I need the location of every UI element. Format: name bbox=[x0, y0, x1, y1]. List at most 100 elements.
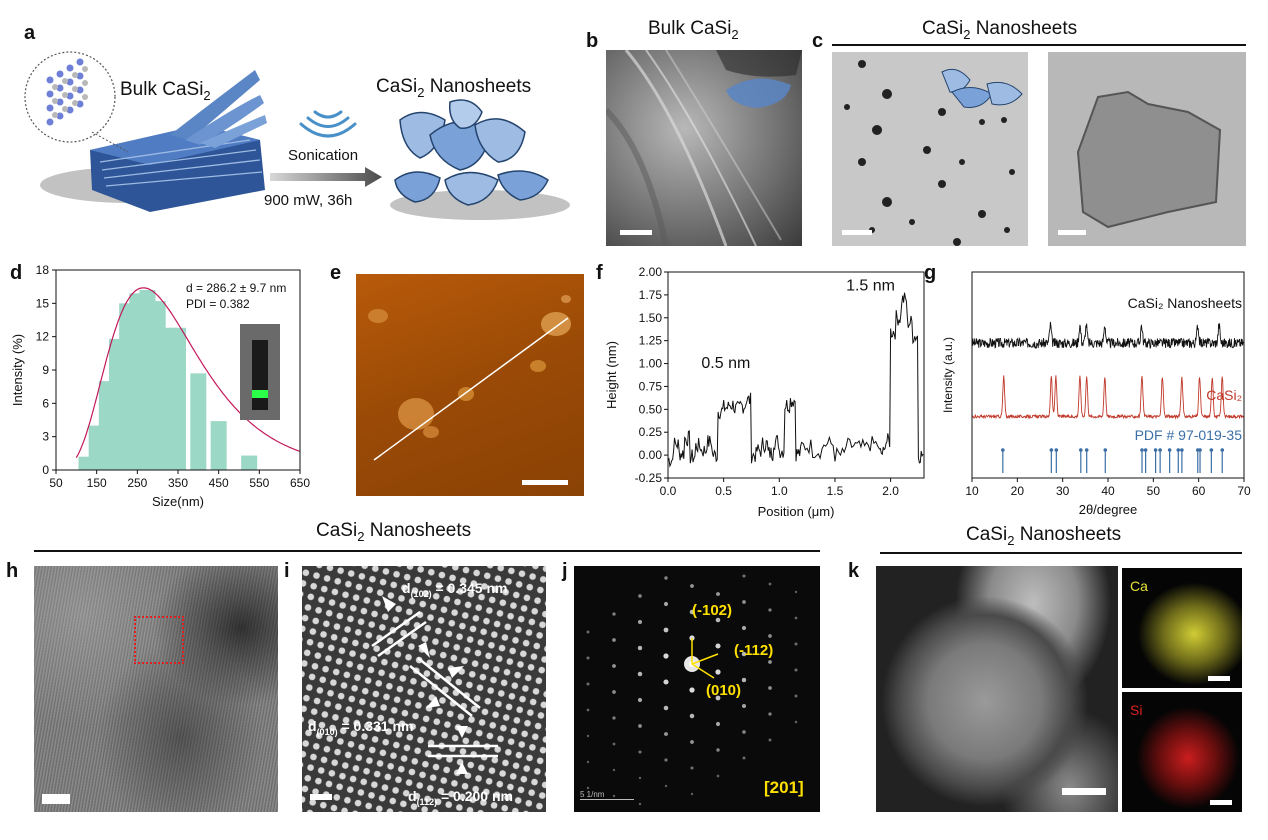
cuvette-inset-icon bbox=[240, 324, 280, 420]
nanosheets-label: CaSi2 Nanosheets bbox=[376, 76, 531, 100]
annotation-1-5nm: 1.5 nm bbox=[846, 277, 895, 294]
sem-image-bulk bbox=[606, 50, 802, 246]
ytick-3: 3 bbox=[42, 430, 49, 444]
diffraction-spot-67 bbox=[794, 642, 798, 646]
diffraction-spot-31 bbox=[664, 758, 668, 762]
hij-title: CaSi2 Nanosheets bbox=[316, 520, 472, 544]
diffraction-spot-17 bbox=[637, 645, 643, 651]
eds-map-si: Si bbox=[1122, 692, 1242, 812]
d102-label: d(102) = 0.345 nm bbox=[402, 580, 508, 599]
annotation-pdi: PDI = 0.382 bbox=[186, 297, 250, 311]
bar-450 bbox=[210, 421, 227, 470]
diffraction-spot-51 bbox=[742, 600, 746, 604]
bulk-casi2-stack-icon bbox=[90, 70, 267, 212]
pdf-stick-head-2 bbox=[1054, 448, 1059, 452]
xtick-0.0: 0.0 bbox=[660, 484, 677, 498]
panel-a-schematic: Bulk CaSi2 Sonication 900 mW, 36h CaSi2 … bbox=[24, 51, 570, 220]
ytick-9: 9 bbox=[42, 363, 49, 377]
sonication-icon bbox=[299, 110, 357, 138]
scale-bar-ca bbox=[1208, 676, 1230, 681]
crystal-lattice-icon bbox=[46, 58, 88, 126]
diffraction-spot-52 bbox=[741, 625, 747, 631]
xtick-450: 450 bbox=[209, 476, 229, 490]
xtick-2.0: 2.0 bbox=[882, 484, 899, 498]
diffraction-spot-23 bbox=[638, 802, 642, 806]
diffraction-spot-44 bbox=[715, 643, 721, 649]
haadf-image bbox=[876, 566, 1118, 812]
ytick-0.75: 0.75 bbox=[639, 379, 663, 393]
diffraction-spot-63 bbox=[768, 712, 772, 716]
diffraction-spot-4 bbox=[586, 734, 590, 738]
legend-casi2: CaSi₂ bbox=[1206, 387, 1242, 403]
xlabel: Position (μm) bbox=[758, 504, 835, 519]
diffraction-spot-37 bbox=[689, 687, 695, 693]
scale-bar-h bbox=[42, 794, 70, 804]
tem-image-single-sheet bbox=[1048, 52, 1246, 246]
xtick-10: 10 bbox=[965, 484, 979, 498]
process-arrow-icon bbox=[270, 167, 382, 187]
zone-axis-label: [201] bbox=[764, 778, 804, 797]
trace-casi2 bbox=[971, 375, 1244, 420]
pdf-stick-head-14 bbox=[1198, 448, 1202, 452]
panel-label-c: c bbox=[812, 30, 824, 52]
xtick-650: 650 bbox=[290, 476, 310, 490]
diffraction-spot-26 bbox=[663, 627, 669, 633]
diffraction-spot-30 bbox=[664, 732, 668, 736]
eds-si-label: Si bbox=[1130, 702, 1143, 718]
diffraction-spot-46 bbox=[715, 695, 721, 701]
xtick-30: 30 bbox=[1056, 484, 1070, 498]
diffraction-spot-39 bbox=[690, 740, 694, 744]
diffraction-spot-12 bbox=[612, 742, 616, 746]
ytick-0: 0 bbox=[42, 463, 49, 477]
diffraction-spot-53 bbox=[741, 651, 747, 657]
panel-b-title: Bulk CaSi2 bbox=[648, 18, 739, 42]
pdf-stick-head-11 bbox=[1176, 448, 1181, 452]
diffraction-spot-38 bbox=[689, 713, 695, 719]
diffraction-spot-42 bbox=[716, 592, 720, 596]
ytick-2.00: 2.00 bbox=[639, 265, 663, 279]
chart-f-height-profile: 0.0 0.5 1.0 1.5 2.0 -0.25 0.00 0.25 0.50 0.75 1.00… bbox=[604, 265, 925, 519]
panel-label-h: h bbox=[6, 560, 19, 582]
pdf-stick-head-4 bbox=[1084, 448, 1089, 452]
ylabel: Intensity (%) bbox=[10, 334, 25, 406]
pdf-stick-head-0 bbox=[1001, 448, 1005, 452]
plot-frame bbox=[667, 271, 925, 479]
nanosheets-overlay-icon bbox=[941, 68, 1023, 108]
diffraction-spot-65 bbox=[794, 590, 798, 594]
d112-label: d(112) = 0.200 nm bbox=[408, 788, 513, 807]
annotation-0-5nm: 0.5 nm bbox=[701, 355, 750, 372]
xtick-40: 40 bbox=[1101, 484, 1115, 498]
ytick-0.25: 0.25 bbox=[639, 425, 663, 439]
process-label: Sonication bbox=[288, 147, 358, 164]
diffraction-spot-25 bbox=[663, 601, 669, 607]
scale-bar-e bbox=[522, 480, 568, 485]
chart-d-size-distribution: 50 150 250 350 450 550 650 0 3 6 9 12 15 18 Size(nm) In… bbox=[10, 263, 310, 509]
diffraction-spot-50 bbox=[742, 574, 746, 578]
diffraction-spot-58 bbox=[768, 582, 772, 586]
spot-label-010: (010) bbox=[706, 682, 742, 699]
diffraction-spot-68 bbox=[794, 668, 798, 672]
pdf-stick-head-7 bbox=[1143, 448, 1148, 452]
ytick-6: 6 bbox=[42, 396, 49, 410]
diffraction-spot-33 bbox=[690, 584, 694, 588]
diffraction-spot-40 bbox=[690, 766, 694, 770]
diffraction-spot-61 bbox=[768, 660, 772, 664]
diffraction-spot-5 bbox=[586, 760, 590, 764]
legend-nanosheets: CaSi₂ Nanosheets bbox=[1128, 295, 1242, 311]
fit-curve bbox=[75, 287, 301, 458]
diffraction-spot-34 bbox=[689, 609, 695, 615]
hij-title-rule bbox=[34, 550, 820, 552]
xtick-1.0: 1.0 bbox=[771, 484, 788, 498]
ytick--0.25: -0.25 bbox=[635, 471, 663, 485]
trace-nanosheets bbox=[971, 321, 1244, 350]
ytick-12: 12 bbox=[36, 330, 50, 344]
diffraction-spot-28 bbox=[663, 679, 669, 685]
xtick-50: 50 bbox=[1147, 484, 1161, 498]
panel-label-g: g bbox=[924, 262, 937, 284]
diffraction-spot-41 bbox=[690, 792, 694, 796]
diffraction-spot-3 bbox=[586, 708, 590, 712]
eds-ca-label: Ca bbox=[1130, 578, 1148, 594]
diffraction-spot-9 bbox=[612, 664, 616, 668]
xtick-150: 150 bbox=[87, 476, 107, 490]
diffraction-spot-7 bbox=[612, 612, 616, 616]
